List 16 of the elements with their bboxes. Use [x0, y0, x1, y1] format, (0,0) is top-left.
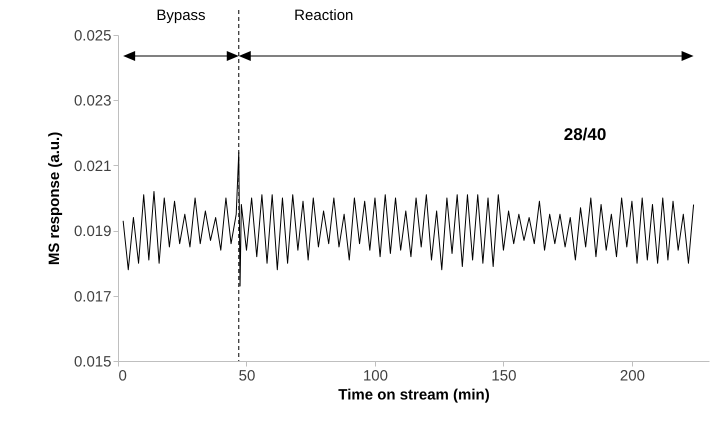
y-tick-label: 0.015 [74, 354, 112, 370]
x-tick-label: 0 [118, 368, 127, 384]
y-tick-label: 0.025 [74, 28, 112, 44]
x-tick-label: 50 [238, 368, 256, 384]
y-axis-title: MS response (a.u.) [46, 132, 63, 266]
annotation: 28/40 [564, 125, 606, 144]
x-tick-label: 200 [620, 368, 645, 384]
x-axis-title: Time on stream (min) [338, 386, 490, 404]
x-tick-label: 150 [491, 368, 516, 384]
y-tick-label: 0.019 [74, 223, 112, 240]
text: Bypass [156, 7, 206, 24]
y-tick-label: 0.017 [74, 288, 112, 306]
text: Reaction [294, 7, 354, 24]
y-tick-label: 0.021 [74, 158, 112, 175]
x-tick-label: 100 [362, 368, 388, 384]
y-tick-label: 0.023 [74, 92, 112, 110]
